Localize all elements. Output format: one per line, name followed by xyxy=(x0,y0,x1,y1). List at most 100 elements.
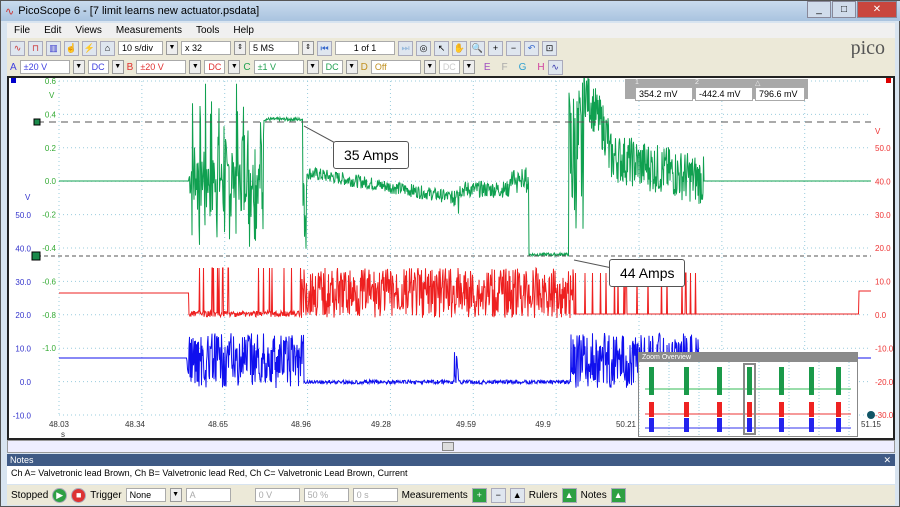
channel-a-coupling[interactable]: DC xyxy=(87,60,109,74)
zoom-overview-plot[interactable] xyxy=(638,362,857,436)
zoom-overview-panel[interactable]: Zoom Overview xyxy=(638,352,858,437)
zoom-input[interactable]: x 32 xyxy=(181,41,231,55)
next-buffer-icon[interactable]: ⏭ xyxy=(398,40,413,56)
menu-edit[interactable]: Edit xyxy=(44,25,62,36)
signal-generator-icon[interactable]: ⚡ xyxy=(82,40,97,56)
persistence-mode-icon[interactable]: ⊓ xyxy=(28,40,43,56)
buffer-index[interactable]: 1 of 1 xyxy=(335,41,395,55)
app-icon: ∿ xyxy=(5,5,15,18)
svg-text:V: V xyxy=(875,127,881,136)
notes-button[interactable]: ▲ xyxy=(610,487,626,503)
chevron-down-icon[interactable]: ▼ xyxy=(228,60,241,74)
scrollbar-thumb[interactable] xyxy=(442,442,454,451)
spectrum-mode-icon[interactable]: ▥ xyxy=(46,40,61,56)
menu-views[interactable]: Views xyxy=(75,25,102,36)
chevron-down-icon[interactable]: ▼ xyxy=(306,60,319,74)
pre-trigger-input[interactable]: 50 % xyxy=(303,488,349,502)
channel-g-button[interactable]: G xyxy=(518,61,527,73)
channel-a-range[interactable]: ±20 V xyxy=(19,60,70,74)
scope-mode-icon[interactable]: ∿ xyxy=(10,40,25,56)
close-button[interactable]: ✕ xyxy=(857,1,897,18)
chevron-down-icon[interactable]: ▼ xyxy=(111,60,124,74)
stepper-icon[interactable]: ⇕ xyxy=(302,41,314,55)
horizontal-scrollbar[interactable] xyxy=(7,440,895,453)
channel-c-button[interactable]: C xyxy=(243,61,251,73)
minimize-button[interactable]: _ xyxy=(807,1,831,18)
trigger-level-input[interactable]: 0 V xyxy=(254,488,300,502)
menu-measurements[interactable]: Measurements xyxy=(115,25,182,36)
x-axis-tick: 48.03 xyxy=(49,420,70,429)
scope-view[interactable]: 0.6 0.4 0.2 0.0 -0.2 -0.4 -0.6 -0.8 -1.0 V 50.0 40.… xyxy=(7,67,895,440)
samples-input[interactable]: 5 MS xyxy=(249,41,299,55)
green-axis-tick: -0.8 xyxy=(42,311,56,320)
chevron-down-icon[interactable]: ▼ xyxy=(166,41,178,55)
first-buffer-icon[interactable]: ⏮ xyxy=(317,40,332,56)
trigger-delay-input[interactable]: 0 s xyxy=(352,488,398,502)
stop-icon[interactable]: ■ xyxy=(71,487,87,503)
measurements-table: 1 2 △ 354.2 mV -442.4 mV 796.6 mV xyxy=(625,79,808,101)
channel-c-coupling[interactable]: DC xyxy=(321,60,343,74)
notes-text[interactable]: Ch A= Valvetronic lead Brown, Ch B= Valv… xyxy=(7,466,895,484)
undo-zoom-icon[interactable]: ↶ xyxy=(524,40,539,56)
add-measurement-button[interactable]: + xyxy=(471,487,487,503)
zoom-out-icon[interactable]: − xyxy=(506,40,521,56)
edit-measurement-button[interactable]: ▲ xyxy=(509,487,525,503)
compass-icon[interactable]: ◎ xyxy=(416,40,431,56)
start-icon[interactable]: ▶ xyxy=(52,487,68,503)
channel-b-trace xyxy=(59,266,871,319)
x-axis-tick: 48.34 xyxy=(125,420,146,429)
channel-f-button[interactable]: F xyxy=(501,61,508,73)
stepper-icon[interactable]: ⇕ xyxy=(234,41,246,55)
menu-help[interactable]: Help xyxy=(233,25,254,36)
callout-35-amps: 35 Amps xyxy=(333,141,410,169)
col-1-header: 1 xyxy=(635,79,639,86)
menu-tools[interactable]: Tools xyxy=(196,25,220,36)
green-axis-tick: 0.0 xyxy=(45,177,57,186)
menu-bar: File Edit Views Measurements Tools Help xyxy=(7,23,895,38)
zoom-select-icon[interactable]: 🔍 xyxy=(470,40,485,56)
chevron-down-icon[interactable]: ▼ xyxy=(169,488,182,502)
trigger-mode-select[interactable]: None xyxy=(125,488,166,502)
red-axis-tick: 10.0 xyxy=(875,278,891,287)
zoom-in-icon[interactable]: + xyxy=(488,40,503,56)
x-axis-tick: 48.96 xyxy=(291,420,312,429)
title-bar: ∿ PicoScope 6 - [7 limit learns new actu… xyxy=(1,1,900,21)
rulers-button[interactable]: ▲ xyxy=(561,487,577,503)
hand-icon[interactable]: ✋ xyxy=(452,40,467,56)
chevron-down-icon[interactable]: ▼ xyxy=(189,60,202,74)
channel-b-button[interactable]: B xyxy=(126,61,134,73)
channel-b-coupling[interactable]: DC xyxy=(204,60,226,74)
channel-d-button[interactable]: D xyxy=(360,61,368,73)
chevron-down-icon[interactable]: ▼ xyxy=(72,60,85,74)
channel-c-range[interactable]: ±1 V xyxy=(253,60,304,74)
channel-d-range[interactable]: Off xyxy=(370,60,421,74)
channel-d-coupling[interactable]: DC xyxy=(438,60,460,74)
blue-axis-tick: 30.0 xyxy=(15,278,31,287)
chevron-down-icon[interactable]: ▼ xyxy=(345,60,358,74)
channel-e-button[interactable]: E xyxy=(483,61,491,73)
red-axis-tick: 50.0 xyxy=(875,144,891,153)
probe-icon[interactable]: ☝ xyxy=(64,40,79,56)
x-axis-tick: 51.15 xyxy=(861,420,882,429)
time-ruler-handle[interactable] xyxy=(867,411,875,419)
channel-b-range[interactable]: ±20 V xyxy=(136,60,187,74)
trigger-channel-select[interactable]: A xyxy=(185,488,231,502)
timebase-select[interactable]: 10 s/div xyxy=(118,41,163,55)
ruler-2-handle[interactable] xyxy=(31,251,41,261)
home-icon[interactable]: ⌂ xyxy=(100,40,115,56)
close-icon[interactable]: ✕ xyxy=(883,455,891,465)
chevron-down-icon[interactable]: ▼ xyxy=(462,60,475,74)
col-2-header: 2 xyxy=(695,79,699,86)
channel-h-button[interactable]: H xyxy=(537,61,545,73)
math-channel-icon[interactable]: ∿ xyxy=(547,59,563,75)
pointer-icon[interactable]: ↖ xyxy=(434,40,449,56)
maximize-button[interactable]: □ xyxy=(832,1,856,18)
remove-measurement-button[interactable]: − xyxy=(490,487,506,503)
zoom-fit-icon[interactable]: ⊡ xyxy=(542,40,557,56)
waveform-plot[interactable]: 0.6 0.4 0.2 0.0 -0.2 -0.4 -0.6 -0.8 -1.0 V 50.0 40.… xyxy=(9,67,894,439)
channel-a-button[interactable]: A xyxy=(10,61,17,73)
menu-file[interactable]: File xyxy=(14,25,31,36)
chevron-down-icon[interactable]: ▼ xyxy=(423,60,436,74)
delta-header: △ xyxy=(755,80,761,87)
ruler-1-handle[interactable] xyxy=(33,118,41,126)
